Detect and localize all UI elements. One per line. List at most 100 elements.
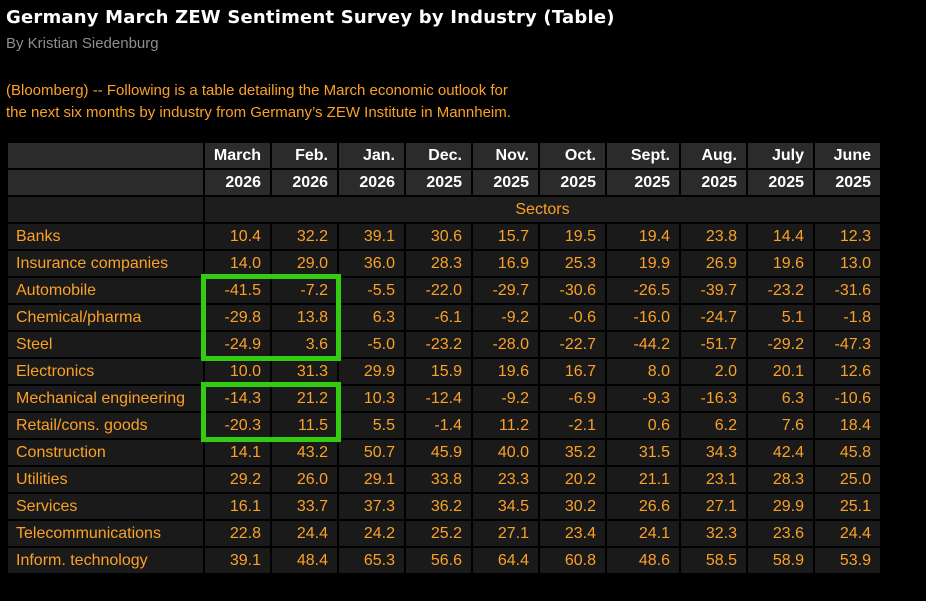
header-corner-cell	[6, 141, 205, 170]
year-header: 2025	[679, 168, 748, 197]
month-header: Aug.	[679, 141, 748, 170]
value-cell: -44.2	[605, 330, 681, 359]
value-cell: -29.7	[471, 276, 540, 305]
value-cell: 25.2	[404, 519, 473, 548]
value-cell: 29.9	[337, 357, 406, 386]
value-cell: 23.4	[538, 519, 607, 548]
zew-table-wrap: March Feb. Jan. Dec. Nov. Oct. Sept. Aug. July Ju…	[6, 141, 882, 575]
months-header-row: March Feb. Jan. Dec. Nov. Oct. Sept. Aug. July Ju…	[6, 141, 882, 170]
value-cell: 8.0	[605, 357, 681, 386]
value-cell: 20.1	[746, 357, 815, 386]
value-cell: 53.9	[813, 546, 882, 575]
year-header: 2025	[746, 168, 815, 197]
sector-row: Steel -24.9 3.6 -5.0 -23.2 -28.0 -22.7 -44.2 -51…	[6, 330, 882, 359]
value-cell: 16.7	[538, 357, 607, 386]
value-cell: 58.9	[746, 546, 815, 575]
month-header: June	[813, 141, 882, 170]
sectors-group-row: Sectors	[6, 195, 882, 224]
year-header: 2025	[471, 168, 540, 197]
sector-label: Banks	[6, 222, 205, 251]
value-cell: 23.8	[679, 222, 748, 251]
value-cell: -29.2	[746, 330, 815, 359]
value-cell: -28.0	[471, 330, 540, 359]
sectors-corner-cell	[6, 195, 205, 224]
sector-row: Automobile -41.5 -7.2 -5.5 -22.0 -29.7 -30.6 -2…	[6, 276, 882, 305]
value-cell: -0.6	[538, 303, 607, 332]
value-cell: 5.5	[337, 411, 406, 440]
value-cell: 20.2	[538, 465, 607, 494]
sector-label: Inform. technology	[6, 546, 205, 575]
value-cell: 7.6	[746, 411, 815, 440]
value-cell: -7.2	[270, 276, 339, 305]
value-cell: 45.8	[813, 438, 882, 467]
value-cell: 2.0	[679, 357, 748, 386]
value-cell: 31.5	[605, 438, 681, 467]
value-cell: -2.1	[538, 411, 607, 440]
value-cell: 19.4	[605, 222, 681, 251]
value-cell: -39.7	[679, 276, 748, 305]
year-header: 2025	[605, 168, 681, 197]
value-cell: 12.6	[813, 357, 882, 386]
value-cell: -10.6	[813, 384, 882, 413]
value-cell: 36.2	[404, 492, 473, 521]
sector-label: Chemical/pharma	[6, 303, 205, 332]
month-header: Nov.	[471, 141, 540, 170]
value-cell: 24.2	[337, 519, 406, 548]
article-lede-line-1: (Bloomberg) -- Following is a table deta…	[6, 82, 508, 99]
value-cell: 25.1	[813, 492, 882, 521]
value-cell: 25.0	[813, 465, 882, 494]
value-cell: 16.1	[203, 492, 272, 521]
zew-sentiment-table: March Feb. Jan. Dec. Nov. Oct. Sept. Aug. July Ju…	[6, 141, 882, 575]
value-cell: 39.1	[337, 222, 406, 251]
value-cell: 26.0	[270, 465, 339, 494]
sector-label: Services	[6, 492, 205, 521]
value-cell: 32.3	[679, 519, 748, 548]
value-cell: 11.5	[270, 411, 339, 440]
article-title: Germany March ZEW Sentiment Survey by In…	[6, 7, 615, 28]
value-cell: 6.3	[337, 303, 406, 332]
sector-row: Chemical/pharma -29.8 13.8 6.3 -6.1 -9.2 -0.6-…	[6, 303, 882, 332]
article-byline: By Kristian Siedenburg	[6, 35, 159, 52]
article-page: Germany March ZEW Sentiment Survey by In…	[6, 7, 882, 575]
value-cell: 21.1	[605, 465, 681, 494]
value-cell: 50.7	[337, 438, 406, 467]
value-cell: 33.8	[404, 465, 473, 494]
sector-row: Banks 10.4 32.2 39.1 30.6 15.7 19.5 19.4 23.8 14.…	[6, 222, 882, 251]
value-cell: 19.6	[471, 357, 540, 386]
sector-label: Telecommunications	[6, 519, 205, 548]
sector-row: Utilities 29.2 26.0 29.1 33.8 23.3 20.2 21.1 23.…	[6, 465, 882, 494]
value-cell: 27.1	[679, 492, 748, 521]
value-cell: -51.7	[679, 330, 748, 359]
sector-row: Insurance companies 14.0 29.0 36.0 28.3 16.9 2…	[6, 249, 882, 278]
sector-label: Utilities	[6, 465, 205, 494]
month-header: Feb.	[270, 141, 339, 170]
value-cell: 23.3	[471, 465, 540, 494]
value-cell: 10.3	[337, 384, 406, 413]
month-header: Sept.	[605, 141, 681, 170]
value-cell: 64.4	[471, 546, 540, 575]
value-cell: 48.4	[270, 546, 339, 575]
value-cell: -1.4	[404, 411, 473, 440]
value-cell: 24.1	[605, 519, 681, 548]
value-cell: -26.5	[605, 276, 681, 305]
value-cell: 58.5	[679, 546, 748, 575]
value-cell: 15.7	[471, 222, 540, 251]
value-cell: 18.4	[813, 411, 882, 440]
value-cell: 28.3	[404, 249, 473, 278]
value-cell: -41.5	[203, 276, 272, 305]
value-cell: 19.6	[746, 249, 815, 278]
sector-row: Retail/cons. goods -20.3 11.5 5.5 -1.4 11.2 -2…	[6, 411, 882, 440]
sector-row: Inform. technology 39.1 48.4 65.3 56.6 64.4 60…	[6, 546, 882, 575]
value-cell: 6.3	[746, 384, 815, 413]
value-cell: 28.3	[746, 465, 815, 494]
value-cell: -16.0	[605, 303, 681, 332]
sector-label: Construction	[6, 438, 205, 467]
value-cell: 30.2	[538, 492, 607, 521]
sector-row: Electronics 10.0 31.3 29.9 15.9 19.6 16.7 8.0 2.…	[6, 357, 882, 386]
value-cell: 42.4	[746, 438, 815, 467]
sector-label: Retail/cons. goods	[6, 411, 205, 440]
sector-row: Construction 14.1 43.2 50.7 45.9 40.0 35.2 31.5…	[6, 438, 882, 467]
sectors-table-body: Banks 10.4 32.2 39.1 30.6 15.7 19.5 19.4 23.8 14.…	[6, 222, 882, 575]
value-cell: 43.2	[270, 438, 339, 467]
sector-row: Services 16.1 33.7 37.3 36.2 34.5 30.2 26.6 27.1…	[6, 492, 882, 521]
